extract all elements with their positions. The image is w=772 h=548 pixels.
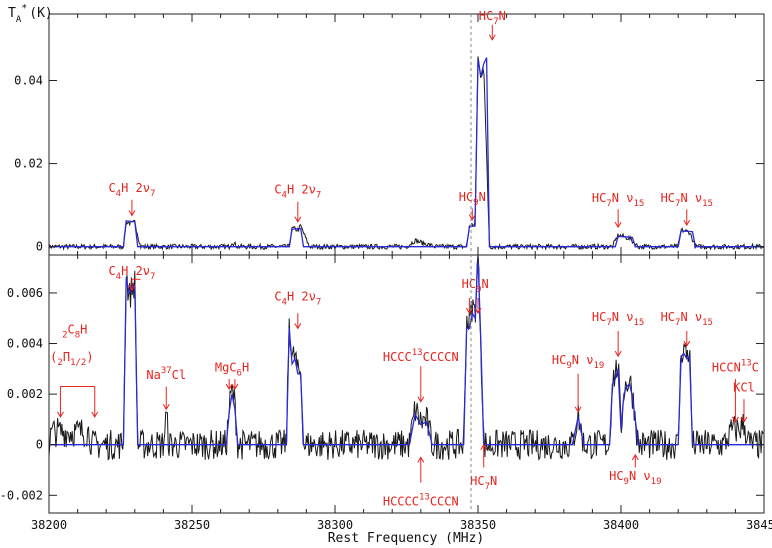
lower-panel: -0.002 0 0.002 0.004 0.006 38200 38250 38300 383… [0,254,772,532]
annotation-label: HC9N ν19 [609,469,661,487]
lower-xtick-label: 38300 [317,518,353,532]
annotation-arrow [480,443,488,468]
annotation-arrow [417,366,425,403]
y-axis-title: TA* (K) [8,3,53,25]
upper-ytick-label: 0.02 [14,157,43,171]
annotation-label: HC7N [479,9,506,27]
annotation-label: HCCC13CCCCN [383,348,459,364]
lower-traces [48,255,764,461]
annotation-label: HC7N ν15 [661,310,713,328]
annotation-arrow [468,208,476,221]
upper-ytick-label: 0 [36,240,43,254]
annotation-label: HC7N ν15 [592,191,644,209]
upper-plot-frame [48,13,765,256]
annotation-label: HC9N ν19 [552,353,604,371]
annotation-arrow [474,298,482,315]
annotation-label: HC7N [470,474,497,492]
annotation-arrow [128,280,136,292]
annotation-arrow [128,199,136,217]
annotation-label: (2Π1/2) [50,350,93,368]
annotation-arrow [417,456,425,483]
lower-ytick-label: 0.006 [7,286,43,300]
annotation-arrow [574,373,582,413]
upper-series-model-line [49,57,764,248]
lower-axes: -0.002 0 0.002 0.004 0.006 38200 38250 38300 383… [0,255,772,532]
annotation-arrow [614,209,622,229]
annotation-label: HCCN13C [712,358,759,374]
annotation-arrow [614,330,622,358]
annotation-label: MgC6H [215,360,249,378]
lower-ytick-label: 0.004 [7,337,43,351]
upper-ytick-label: 0.04 [14,73,43,87]
lower-series-observed-line [48,255,764,461]
annotation-label: 2C8H [62,322,87,340]
annotation-label: HC9N [462,277,489,295]
annotation-arrow [683,209,691,227]
lower-xtick-label: 38250 [174,518,210,532]
annotation-label: C4H 2ν7 [108,181,155,199]
annotation-arrow [631,453,639,468]
annotation-label: C4H 2ν7 [108,264,155,282]
upper-axes: 0 0.02 0.04 [14,14,765,255]
upper-series-observed-line [48,56,765,251]
annotation-label: HC7N ν15 [592,310,644,328]
upper-panel: 0 0.02 0.04 C4H 2ν7 C4H 2ν7 HC9N HC7N HC7N ν15… [14,9,765,256]
annotation-label: HCCCC13CCCN [383,492,459,508]
lower-ytick-label: 0.002 [7,387,43,401]
annotation-label: HC7N ν15 [661,191,713,209]
lower-xtick-label: 38450 [746,518,772,532]
lower-plot-frame [48,254,765,514]
lower-annotations: C4H 2ν7 C4H 2ν7 HC9N 2C8H (2Π1/2) Na37Cl MgC6H… [50,264,759,508]
annotation-label: Na37Cl [146,366,186,382]
annotation-label: HC9N [459,190,486,208]
upper-annotations: C4H 2ν7 C4H 2ν7 HC9N HC7N HC7N ν15 HC7N ν15 [108,9,713,229]
annotation-arrow [91,386,99,418]
annotation-label: KCl [733,381,755,395]
annotation-arrow [294,313,302,330]
lower-xtick-label: 38400 [603,518,639,532]
lower-ytick-label: 0 [36,438,43,452]
annotation-arrow [683,330,691,348]
annotation-arrow [740,399,748,423]
annotation-label: C4H 2ν7 [274,290,321,308]
annotation-arrow [731,378,739,423]
lower-ytick-label: -0.002 [0,488,43,502]
annotation-arrow [294,201,302,223]
x-axis-title: Rest Frequency (MHz) [328,531,485,546]
lower-xtick-label: 38200 [31,518,67,532]
upper-traces [48,56,765,251]
annotation-arrow [231,378,239,391]
annotation-arrow [488,24,496,41]
annotation-arrow [225,378,233,391]
annotation-arrow [57,386,64,418]
annotation-arrow [162,386,170,411]
lower-xtick-label: 38350 [460,518,496,532]
lower-series-model-line [49,255,764,446]
annotation-label: C4H 2ν7 [274,183,321,201]
annotation-bracket [131,278,141,281]
